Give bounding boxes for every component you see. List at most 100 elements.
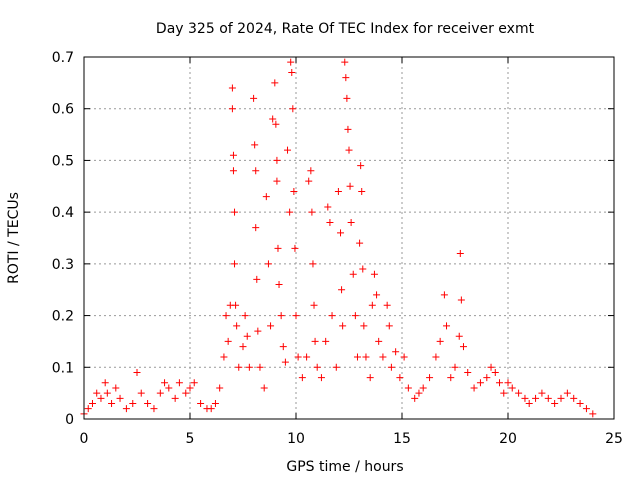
data-point: [267, 322, 275, 330]
data-point: [356, 239, 364, 247]
data-point: [182, 389, 190, 397]
data-point: [165, 384, 173, 392]
data-point: [229, 151, 237, 159]
data-point: [432, 353, 440, 361]
data-point: [385, 322, 393, 330]
data-point: [515, 389, 523, 397]
x-tick-label: 20: [499, 431, 517, 447]
data-point: [305, 177, 313, 185]
data-point: [232, 301, 240, 309]
data-point: [342, 74, 350, 82]
data-point: [84, 405, 92, 413]
data-point: [456, 250, 464, 258]
data-point: [250, 94, 258, 102]
y-tick-label: 0.7: [52, 50, 74, 66]
data-point: [122, 405, 130, 413]
data-point: [256, 363, 264, 371]
y-axis-label: ROTI / TECUs: [6, 192, 22, 284]
data-point: [357, 162, 365, 170]
data-points: [80, 58, 597, 418]
data-point: [551, 399, 559, 407]
grid: [84, 57, 614, 419]
data-point: [532, 394, 540, 402]
data-point: [436, 337, 444, 345]
data-point: [228, 105, 236, 113]
data-point: [294, 353, 302, 361]
data-point: [349, 270, 357, 278]
data-point: [351, 312, 359, 320]
data-point: [308, 208, 316, 216]
data-point: [366, 374, 374, 382]
data-point: [156, 389, 164, 397]
data-point: [362, 353, 370, 361]
data-point: [239, 343, 247, 351]
data-point: [252, 224, 260, 232]
data-point: [311, 337, 319, 345]
data-point: [470, 384, 478, 392]
data-point: [334, 187, 342, 195]
data-point: [353, 353, 361, 361]
data-point: [137, 389, 145, 397]
y-tick-label: 0.3: [52, 257, 74, 273]
y-tick-label: 0.5: [52, 153, 74, 169]
data-point: [190, 379, 198, 387]
data-point: [332, 363, 340, 371]
data-point: [525, 399, 533, 407]
y-tick-label: 0.1: [52, 360, 74, 376]
data-point: [324, 203, 332, 211]
data-point: [476, 379, 484, 387]
data-point: [307, 167, 315, 175]
data-point: [322, 337, 330, 345]
data-point: [260, 384, 268, 392]
data-point: [345, 146, 353, 154]
data-point: [309, 260, 317, 268]
data-point: [231, 208, 239, 216]
x-tick-label: 5: [186, 431, 195, 447]
data-point: [207, 405, 215, 413]
data-point: [241, 312, 249, 320]
data-point: [101, 379, 109, 387]
data-point: [233, 322, 241, 330]
data-point: [375, 337, 383, 345]
x-tick-label: 0: [80, 431, 89, 447]
data-point: [338, 286, 346, 294]
data-point: [262, 193, 270, 201]
data-point: [224, 337, 232, 345]
data-point: [287, 58, 295, 66]
data-point: [544, 394, 552, 402]
data-point: [383, 301, 391, 309]
chart-title: Day 325 of 2024, Rate Of TEC Index for r…: [156, 21, 535, 37]
data-point: [253, 275, 261, 283]
data-point: [216, 384, 224, 392]
y-tick-label: 0.6: [52, 102, 74, 118]
data-point: [508, 384, 516, 392]
data-point: [103, 389, 111, 397]
data-point: [373, 291, 381, 299]
data-point: [459, 343, 467, 351]
data-point: [337, 229, 345, 237]
data-point: [379, 353, 387, 361]
data-point: [303, 353, 311, 361]
data-point: [211, 399, 219, 407]
data-point: [328, 312, 336, 320]
data-point: [557, 394, 565, 402]
data-point: [419, 384, 427, 392]
data-point: [440, 291, 448, 299]
data-point: [343, 94, 351, 102]
data-point: [487, 363, 495, 371]
data-point: [277, 312, 285, 320]
data-point: [589, 410, 597, 418]
data-point: [286, 208, 294, 216]
plot-frame: [83, 56, 615, 420]
data-point: [220, 353, 228, 361]
data-point: [269, 115, 277, 123]
data-point: [264, 260, 272, 268]
data-point: [144, 399, 152, 407]
data-point: [455, 332, 463, 340]
data-point: [108, 399, 116, 407]
data-point: [538, 389, 546, 397]
data-point: [292, 312, 300, 320]
data-point: [392, 348, 400, 356]
data-point: [400, 353, 408, 361]
